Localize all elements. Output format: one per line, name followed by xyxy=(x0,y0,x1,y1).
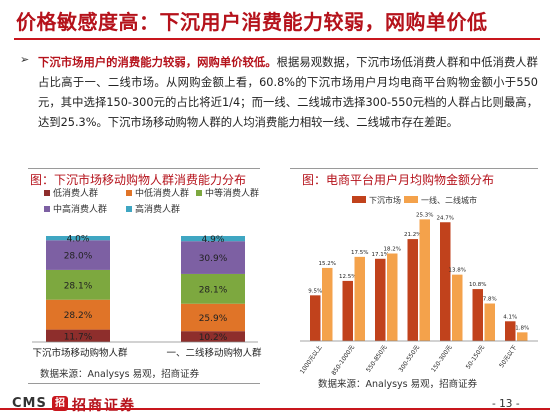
stacked-segment xyxy=(46,269,110,300)
bar-value-label: 21.2% xyxy=(404,232,421,238)
legend-swatch-0 xyxy=(44,190,50,196)
footer-divider xyxy=(0,408,550,410)
bar-value-label: 18.2% xyxy=(384,247,401,253)
bar-lower-tier xyxy=(505,321,516,341)
summary-paragraph: 下沉市场用户的消费能力较弱，网购单价较低。根据易观数据，下沉市场低消费人群和中低… xyxy=(38,53,538,133)
stacked-segment xyxy=(181,303,245,332)
bar-value-label: 10.8% xyxy=(469,282,486,288)
figure-right-source: 数据来源：Analysys 易观，招商证券 xyxy=(318,379,478,390)
segment-label: 4.9% xyxy=(202,235,225,245)
bar-value-label: 17.1% xyxy=(372,252,389,258)
bar-value-label: 1.8% xyxy=(515,325,529,331)
figure-left-bottom-rule xyxy=(28,383,260,384)
figure-right-top-rule xyxy=(290,168,538,169)
bar-lower-tier xyxy=(472,289,483,341)
figure-left-top-rule xyxy=(28,168,260,169)
bar-lower-tier xyxy=(342,280,353,341)
title-divider xyxy=(14,38,540,40)
bar-lower-tier xyxy=(375,258,386,341)
category-label: 下沉市场移动购物人群 xyxy=(32,347,128,359)
segment-label: 28.0% xyxy=(64,252,93,262)
x-tick-label: 50-150元 xyxy=(465,344,486,370)
page-title: 价格敏感度高：下沉用户消费能力较弱，网购单价低 xyxy=(16,10,488,34)
logo-cms-text: CMS xyxy=(12,396,47,411)
segment-label: 30.9% xyxy=(199,254,228,264)
bar-value-label: 25.3% xyxy=(416,212,433,218)
bar-tier12 xyxy=(322,267,333,341)
bar-tier12 xyxy=(419,219,430,341)
segment-label: 11.7% xyxy=(64,332,93,342)
bar-tier12 xyxy=(484,303,495,341)
legend-swatch-3 xyxy=(44,206,50,212)
figure-right-title: 图：电商平台用户月均购物金额分布 xyxy=(302,173,495,187)
figure-left-title: 图：下沉市场移动购物人群消费能力分布 xyxy=(30,173,247,187)
stacked-segment xyxy=(46,240,110,270)
stacked-segment xyxy=(46,329,110,342)
segment-label: 10.2% xyxy=(199,333,228,343)
segment-label: 28.2% xyxy=(64,311,93,321)
bar-value-label: 7.8% xyxy=(483,297,497,303)
bar-tier12 xyxy=(452,274,463,341)
legend-label-2: 中等消费人群 xyxy=(205,187,259,199)
x-tick-label: 50元以下 xyxy=(498,344,518,369)
legend-label-0: 低消费人群 xyxy=(53,187,98,199)
segment-label: 25.9% xyxy=(199,314,228,324)
stacked-segment xyxy=(181,241,245,274)
legend-swatch-1 xyxy=(126,190,132,196)
bar-value-label: 24.7% xyxy=(437,215,454,221)
figure-left-source: 数据来源：Analysys 易观，招商证券 xyxy=(40,369,200,380)
logo-company-name: 招商证券 xyxy=(72,398,136,414)
x-tick-label: 150-300元 xyxy=(430,344,454,373)
bar-lower-tier xyxy=(310,295,321,341)
legend-label-3: 中高消费人群 xyxy=(53,203,107,215)
bar-lower-tier xyxy=(407,239,418,341)
bar-value-label: 17.5% xyxy=(351,250,368,256)
page-number: - 13 - xyxy=(492,398,520,410)
legend-label-1: 中低消费人群 xyxy=(135,187,189,199)
legend-swatch-right-0 xyxy=(352,196,366,203)
segment-label: 4.0% xyxy=(67,235,90,245)
stacked-segment xyxy=(181,273,245,304)
bar-value-label: 9.5% xyxy=(308,288,322,294)
x-tick-label: 550-850元 xyxy=(365,344,389,373)
segment-label: 28.1% xyxy=(199,285,228,295)
summary-body: 根据易观数据，下沉市场低消费人群和中低消费人群占比高于一、二线市场。从网购金额上… xyxy=(38,56,538,129)
legend-label-4: 高消费人群 xyxy=(135,203,180,215)
x-tick-label: 300-550元 xyxy=(398,344,422,373)
legend-label-right-1: 一线、二线城市 xyxy=(421,195,477,205)
x-tick-label: 850-1000元 xyxy=(330,344,356,377)
stacked-segment xyxy=(46,299,110,330)
segment-label: 28.1% xyxy=(64,281,93,291)
x-tick-label: 1000元以上 xyxy=(298,344,324,376)
stacked-segment xyxy=(181,236,245,242)
legend-swatch-4 xyxy=(126,206,132,212)
bar-value-label: 13.8% xyxy=(449,268,466,274)
logo-badge-icon: 招 xyxy=(52,396,68,411)
bar-tier12 xyxy=(517,332,528,341)
legend-swatch-right-1 xyxy=(404,196,418,203)
legend-label-right-0: 下沉市场 xyxy=(369,195,401,205)
bar-lower-tier xyxy=(440,222,451,341)
bar-tier12 xyxy=(354,256,365,341)
bar-tier12 xyxy=(387,253,398,341)
category-label: 一、二线移动购物人群 xyxy=(166,347,262,359)
stacked-segment xyxy=(46,236,110,241)
summary-highlight: 下沉市场用户的消费能力较弱，网购单价较低。 xyxy=(38,56,277,69)
stacked-segment xyxy=(181,331,245,342)
bar-value-label: 15.2% xyxy=(319,261,336,267)
bullet-arrow-icon: ➢ xyxy=(20,53,30,66)
bar-value-label: 12.5% xyxy=(339,274,356,280)
legend-swatch-2 xyxy=(196,190,202,196)
bar-value-label: 4.1% xyxy=(503,314,517,320)
